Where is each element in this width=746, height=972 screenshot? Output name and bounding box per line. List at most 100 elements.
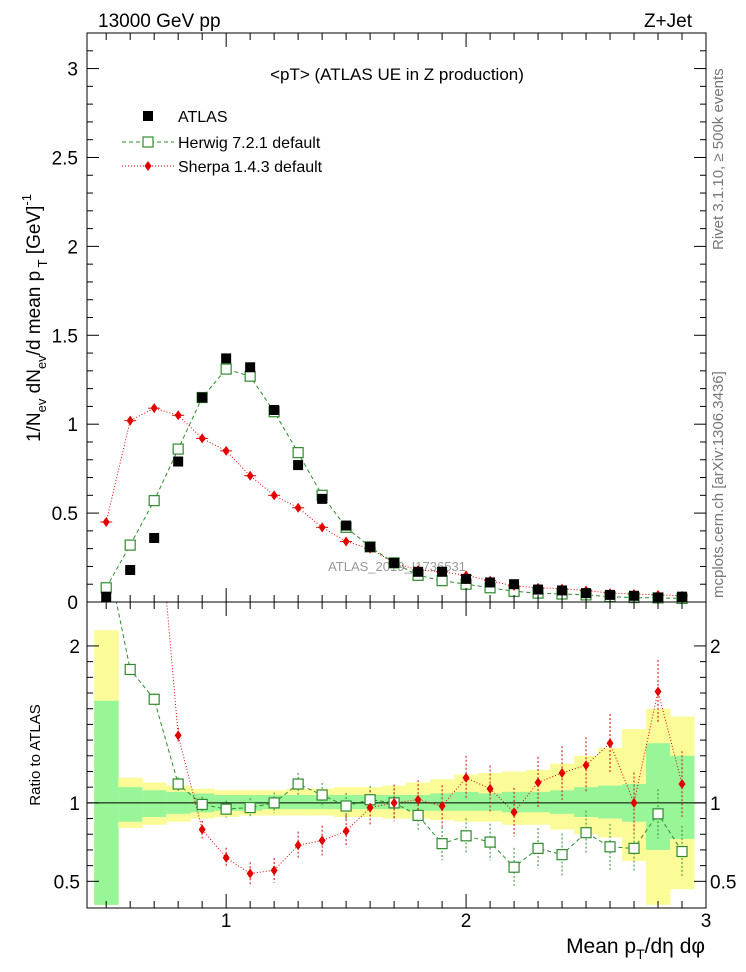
- uncertainty-band-inner: [142, 790, 167, 817]
- sherpa-point: [270, 490, 278, 501]
- atlas-point: [557, 585, 568, 596]
- y-tick-label: 3: [67, 60, 78, 81]
- header-left-label: 13000 GeV pp: [98, 11, 221, 32]
- y-tick-label: 2.5: [52, 148, 78, 169]
- legend-herwig-marker: [142, 136, 154, 148]
- x-axis-label: Mean pT/dη dφ: [566, 935, 705, 962]
- ratio-herwig-point: [172, 778, 184, 790]
- legend-sherpa-label: Sherpa 1.4.3 default: [178, 159, 323, 176]
- header-right-label: Z+Jet: [644, 11, 693, 32]
- y-tick-label: 1.5: [52, 326, 78, 347]
- y-tick-label: 1: [67, 415, 78, 436]
- ratio-herwig-point: [460, 830, 472, 842]
- herwig-point: [436, 575, 448, 587]
- ratio-y-tick-label-left: 0.5: [54, 872, 80, 893]
- ratio-sherpa-point: [606, 738, 614, 749]
- mcplots-source-label: mcplots.cern.ch [arXiv:1306.3436]: [710, 371, 727, 598]
- ratio-sherpa-point: [390, 797, 398, 808]
- atlas-point: [509, 579, 520, 590]
- ratio-herwig-point: [340, 800, 352, 812]
- uncertainty-band-inner: [454, 791, 479, 811]
- sherpa-point: [246, 470, 254, 481]
- sherpa-point: [174, 410, 182, 421]
- ratio-sherpa-point: [438, 801, 446, 811]
- atlas-point: [125, 564, 136, 575]
- atlas-point: [461, 573, 472, 584]
- ratio-herwig-point: [101, 547, 111, 557]
- ratio-herwig-point: [484, 836, 496, 848]
- ratio-herwig-point: [220, 803, 232, 815]
- atlas-point: [221, 353, 232, 364]
- sherpa-point: [222, 445, 230, 456]
- uncertainty-band-inner: [646, 743, 671, 850]
- herwig-point: [148, 495, 160, 507]
- ratio-herwig-point: [124, 663, 136, 676]
- rivet-version-label: Rivet 3.1.10, ≥ 500k events: [710, 68, 727, 250]
- atlas-point: [389, 557, 400, 568]
- ratio-sherpa-point: [630, 797, 638, 808]
- uncertainty-band-inner: [286, 795, 311, 810]
- ratio-y-tick-label-left: 2: [69, 637, 80, 658]
- ratio-sherpa-point: [151, 453, 158, 463]
- x-tick-label: 1: [221, 911, 232, 932]
- ratio-sherpa-point: [318, 835, 326, 846]
- sherpa-point: [318, 522, 326, 533]
- ratio-herwig-point: [676, 845, 688, 858]
- uncertainty-band-inner: [502, 791, 527, 813]
- ratio-herwig-point: [556, 849, 568, 861]
- atlas-point: [581, 588, 592, 599]
- ratio-sherpa-point: [654, 686, 662, 697]
- x-tick-label: 2: [461, 911, 472, 932]
- atlas-point: [197, 392, 208, 403]
- atlas-point: [533, 584, 544, 595]
- atlas-point: [173, 456, 184, 467]
- ratio-y-tick-label-right: 0.5: [710, 872, 736, 893]
- ratio-sherpa-point: [222, 852, 230, 863]
- sherpa-point: [150, 403, 158, 414]
- ratio-sherpa-point: [103, 249, 110, 259]
- legend-herwig-label: Herwig 7.2.1 default: [178, 135, 321, 152]
- ratio-herwig-point: [580, 827, 592, 839]
- atlas-point: [149, 532, 160, 543]
- ratio-sherpa-point: [462, 772, 470, 783]
- ratio-herwig-point: [412, 809, 424, 822]
- ratio-sherpa-point: [414, 794, 422, 805]
- ratio-plot-frame: [86, 601, 707, 909]
- ratio-herwig-point: [148, 693, 160, 705]
- ratio-sherpa-point: [558, 768, 566, 779]
- atlas-point: [341, 520, 352, 531]
- atlas-point: [317, 493, 328, 504]
- y-tick-label: 2: [67, 237, 78, 258]
- ratio-y-tick-label-left: 1: [69, 794, 80, 815]
- ratio-herwig-point: [604, 841, 616, 853]
- herwig-point: [220, 363, 232, 375]
- atlas-point: [437, 566, 448, 577]
- ratio-herwig-point: [196, 798, 208, 811]
- ratio-y-tick-label-right: 1: [710, 794, 721, 815]
- ratio-sherpa-point: [127, 296, 134, 306]
- y-tick-label: 0.5: [52, 504, 78, 525]
- ratio-sherpa-point: [246, 868, 254, 879]
- uncertainty-band-inner: [670, 755, 695, 839]
- ratio-herwig-point: [652, 808, 664, 820]
- ratio-sherpa-point: [174, 730, 182, 741]
- ratio-sherpa-point: [582, 760, 590, 771]
- sherpa-point: [102, 516, 110, 527]
- atlas-point: [365, 541, 376, 552]
- ratio-herwig-point: [436, 838, 448, 850]
- ratio-sherpa-point: [534, 777, 542, 788]
- ratio-sherpa-point: [270, 865, 278, 876]
- atlas-point: [605, 589, 616, 600]
- chart-title: <pT> (ATLAS UE in Z production): [270, 65, 524, 84]
- ratio-herwig-point: [532, 842, 544, 854]
- herwig-point: [172, 443, 184, 455]
- sherpa-point: [342, 536, 350, 547]
- ratio-sherpa-point: [486, 783, 494, 794]
- herwig-point: [292, 447, 304, 459]
- ratio-herwig-point: [268, 797, 280, 809]
- ratio-herwig-point: [628, 842, 640, 854]
- sherpa-point: [294, 502, 302, 513]
- ratio-y-tick-label-right: 2: [710, 637, 721, 658]
- herwig-point: [100, 582, 112, 594]
